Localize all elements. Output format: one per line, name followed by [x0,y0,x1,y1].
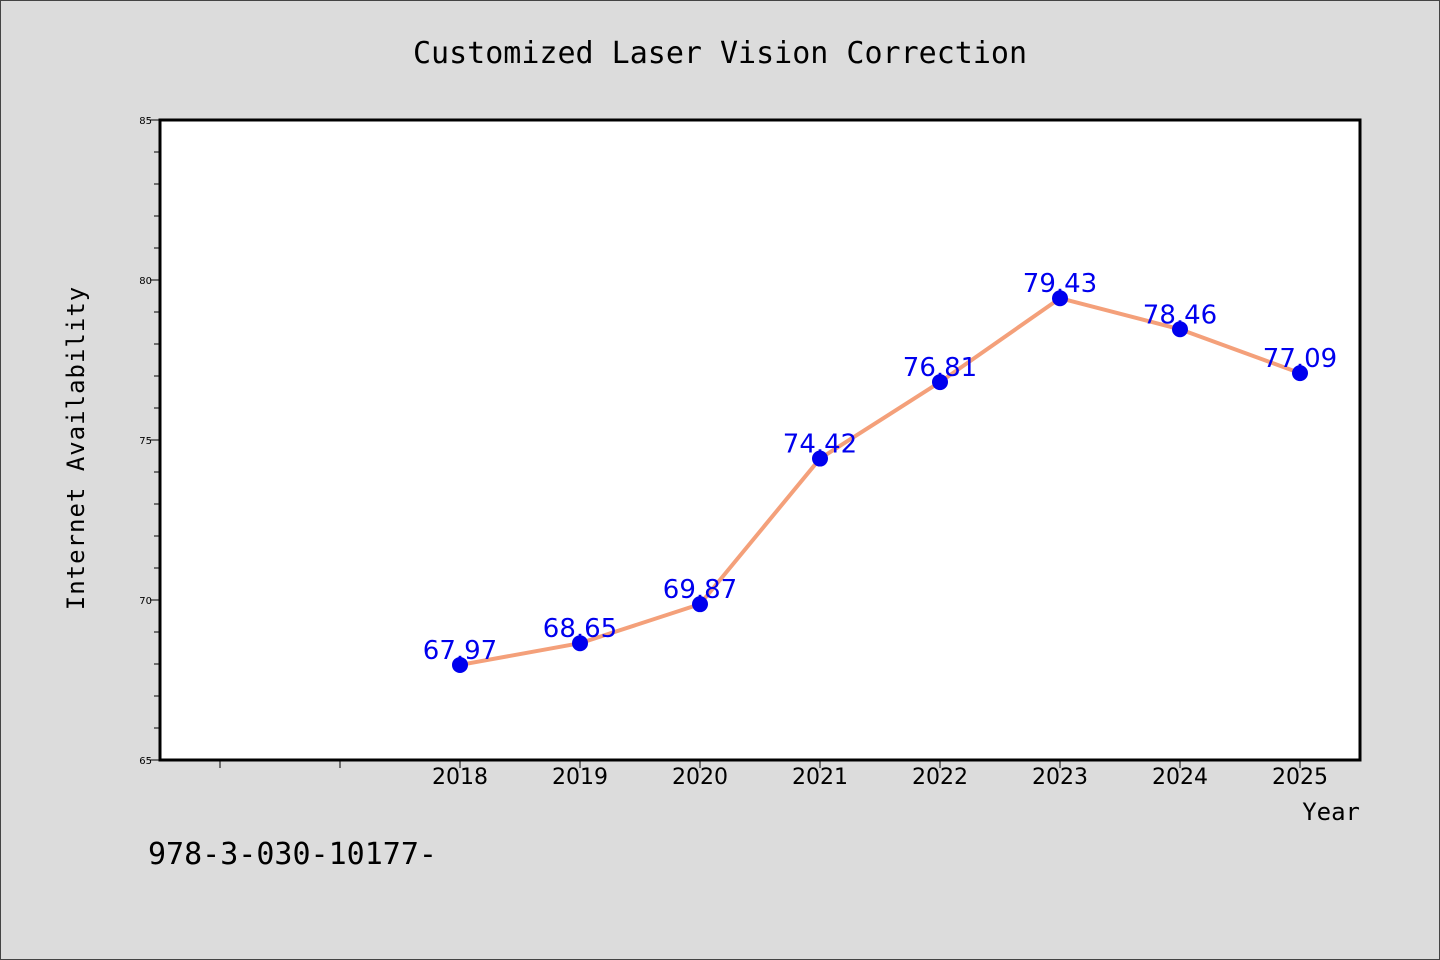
x-tick-label: 2021 [792,765,848,790]
x-tick-label: 2018 [432,765,488,790]
x-tick-label: 2025 [1272,765,1328,790]
x-axis-ticks: 2018 2019 2020 2021 2022 2023 2024 2025 [219,760,1328,790]
x-tick-label: 2023 [1032,765,1088,790]
footer-text: 978-3-030-10177- [148,837,437,872]
data-label: 79.43 [1023,269,1097,299]
y-tick-label: 80 [139,276,152,287]
data-label: 74.42 [783,430,857,460]
chart-title: Customized Laser Vision Correction [413,36,1027,71]
x-tick-label: 2022 [912,765,968,790]
data-label: 67.97 [423,636,497,666]
data-point [572,635,588,652]
y-axis-label: Internet Availability [62,286,90,610]
y-tick-label: 85 [139,116,152,127]
y-tick-label: 70 [139,596,152,607]
plot-area [158,118,1362,762]
data-point [812,450,828,467]
data-label: 76.81 [903,353,977,383]
series-line [459,296,1301,667]
data-label: 77.09 [1263,344,1337,374]
data-point [1292,365,1308,382]
y-tick-label: 75 [139,436,152,447]
series-group: 67.97 68.65 69.87 74.42 76.81 79.43 78.46 77.09 [423,269,1337,673]
x-tick-label: 2020 [672,765,728,790]
y-tick-label: 65 [139,756,152,767]
data-point [1052,290,1068,307]
data-point [692,596,708,613]
data-label: 68.65 [543,614,617,644]
data-label: 69.87 [663,575,737,605]
data-point [452,656,468,673]
x-axis-label: Year [1302,798,1360,826]
data-label: 78.46 [1143,300,1217,330]
y-axis-ticks: 65 70 75 80 85 [139,116,160,767]
data-point [932,374,948,391]
x-tick-label: 2024 [1152,765,1208,790]
x-tick-label: 2019 [552,765,608,790]
data-point [1172,321,1188,338]
